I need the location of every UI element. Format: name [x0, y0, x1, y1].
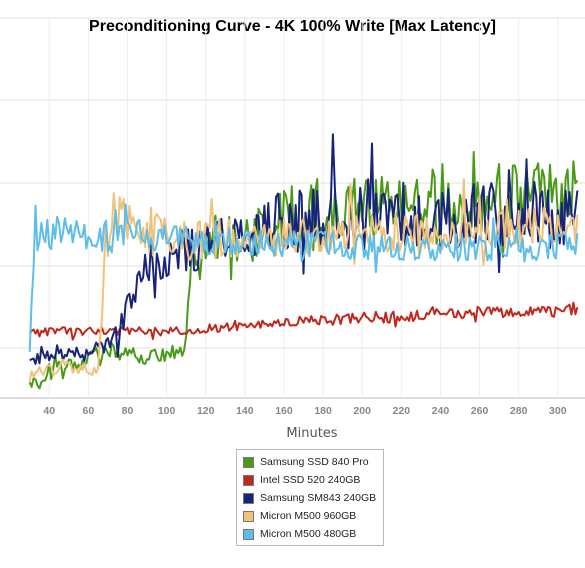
series-line-0 — [28, 150, 579, 390]
x-tick-label: 220 — [393, 405, 411, 417]
series-line-1 — [28, 301, 579, 341]
x-tick-label: 60 — [83, 405, 95, 417]
grid-lines — [0, 17, 585, 399]
x-tick-label: 160 — [275, 405, 293, 417]
legend-item: Intel SSD 520 240GB — [243, 471, 377, 489]
x-tick-label: 40 — [43, 405, 55, 417]
x-tick-label: 140 — [236, 405, 254, 417]
legend-swatch — [243, 456, 254, 468]
x-tick-label: 280 — [510, 405, 528, 417]
x-tick-label: 180 — [314, 405, 332, 417]
chart-title: Preconditioning Curve - 4K 100% Write [M… — [89, 18, 496, 35]
legend: Samsung SSD 840 Pro Intel SSD 520 240GB Sa… — [236, 449, 384, 546]
legend-label: Samsung SSD 840 Pro — [260, 456, 369, 468]
legend-item: Samsung SSD 840 Pro — [243, 453, 377, 471]
x-tick-label: 80 — [122, 405, 134, 417]
legend-label: Samsung SM843 240GB — [260, 492, 377, 504]
x-tick-labels: 40 60 80 100 120 140 160 180 200 220 240 260 280 300 — [43, 405, 566, 417]
x-axis-label: Minutes — [286, 426, 337, 440]
legend-swatch — [243, 528, 254, 540]
legend-item: Samsung SM843 240GB — [243, 489, 377, 507]
legend-item: Micron M500 480GB — [243, 525, 377, 543]
x-tick-label: 200 — [353, 405, 371, 417]
chart-plot: 40 60 80 100 120 140 160 180 200 220 240 260 280 300 … — [0, 17, 585, 440]
series-line-4 — [28, 203, 579, 352]
legend-swatch — [243, 474, 254, 486]
legend-item: Micron M500 960GB — [243, 507, 377, 525]
series-line-3 — [28, 178, 579, 382]
legend-label: Micron M500 960GB — [260, 510, 357, 522]
series-lines — [28, 133, 579, 390]
x-tick-label: 260 — [471, 405, 489, 417]
x-tick-label: 100 — [158, 405, 176, 417]
legend-swatch — [243, 510, 254, 522]
legend-label: Micron M500 480GB — [260, 528, 357, 540]
x-tick-label: 300 — [549, 405, 567, 417]
legend-label: Intel SSD 520 240GB — [260, 474, 361, 486]
x-tick-label: 120 — [197, 405, 215, 417]
x-tick-label: 240 — [432, 405, 450, 417]
legend-swatch — [243, 492, 254, 504]
